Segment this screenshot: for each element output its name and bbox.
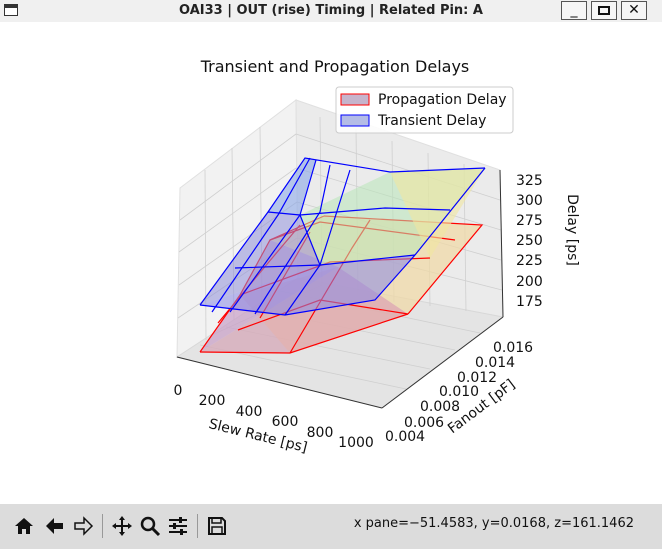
minimize-button[interactable]: _ [561, 1, 587, 20]
save-button[interactable] [205, 514, 229, 538]
z-tick-label: 275 [516, 213, 543, 229]
x-axis-ticks: 0 200 400 600 800 1000 [174, 383, 374, 451]
navigation-toolbar: x pane=−51.4583, y=0.0168, z=161.1462 [0, 504, 662, 549]
forward-button[interactable] [72, 514, 96, 538]
configure-subplots-button[interactable] [166, 514, 190, 538]
y-tick-label: 0.008 [420, 399, 460, 415]
configure-subplots-icon [169, 517, 187, 535]
close-button[interactable]: ✕ [621, 1, 647, 20]
maximize-icon [598, 6, 610, 15]
toolbar-separator [197, 514, 198, 538]
x-tick-label: 200 [199, 393, 226, 409]
legend: Propagation Delay Transient Delay [335, 86, 514, 134]
home-button[interactable] [12, 514, 36, 538]
z-tick-label: 200 [516, 274, 543, 290]
cursor-coordinates: x pane=−51.4583, y=0.0168, z=161.1462 [353, 516, 634, 531]
back-button[interactable] [42, 514, 66, 538]
right-edge [654, 22, 662, 504]
z-tick-label: 175 [516, 294, 543, 310]
y-tick-label: 0.004 [385, 429, 425, 445]
y-axis-ticks: 0.004 0.006 0.008 0.010 0.012 0.014 0.01… [385, 340, 533, 445]
y-tick-label: 0.006 [404, 415, 444, 431]
x-tick-label: 0 [174, 383, 183, 399]
save-icon [208, 517, 226, 535]
pan-button[interactable] [110, 514, 134, 538]
x-tick-label: 600 [272, 414, 299, 430]
z-tick-label: 300 [516, 193, 543, 209]
chart-title: Transient and Propagation Delays [200, 57, 470, 76]
plot-canvas[interactable]: Transient and Propagation Delays [8, 22, 654, 504]
transient-surface [199, 157, 486, 316]
legend-swatch-transient [340, 114, 370, 127]
zoom-icon [140, 516, 161, 537]
z-axis-ticks: 175 200 225 250 275 300 325 [516, 173, 543, 310]
close-icon: ✕ [628, 2, 640, 18]
maximize-button[interactable] [591, 1, 617, 20]
x-tick-label: 400 [236, 404, 263, 420]
y-tick-label: 0.012 [457, 370, 497, 386]
z-tick-label: 250 [516, 233, 543, 249]
chart-3d: Transient and Propagation Delays [174, 57, 580, 456]
z-tick-label: 325 [516, 173, 543, 189]
forward-icon [74, 516, 94, 536]
y-tick-label: 0.016 [493, 340, 533, 356]
home-icon [15, 518, 33, 534]
legend-swatch-propagation [340, 93, 370, 106]
y-tick-label: 0.010 [439, 384, 479, 400]
left-edge [0, 22, 8, 504]
axis-lines [176, 169, 504, 409]
legend-label-propagation: Propagation Delay [378, 92, 507, 108]
legend-label-transient: Transient Delay [377, 113, 486, 129]
z-tick-label: 225 [516, 253, 543, 269]
pan-icon [112, 516, 132, 536]
window-title: OAI33 | OUT (rise) Timing | Related Pin:… [179, 3, 483, 18]
x-tick-label: 800 [307, 425, 334, 441]
window-icon [4, 4, 18, 16]
minimize-icon: _ [570, 2, 578, 18]
zoom-button[interactable] [138, 514, 162, 538]
x-tick-label: 1000 [338, 435, 374, 451]
z-axis-label: Delay [ps] [564, 194, 580, 266]
y-tick-label: 0.014 [475, 355, 515, 371]
toolbar-separator [102, 514, 103, 538]
window-titlebar: OAI33 | OUT (rise) Timing | Related Pin:… [0, 0, 662, 23]
back-icon [46, 518, 63, 534]
